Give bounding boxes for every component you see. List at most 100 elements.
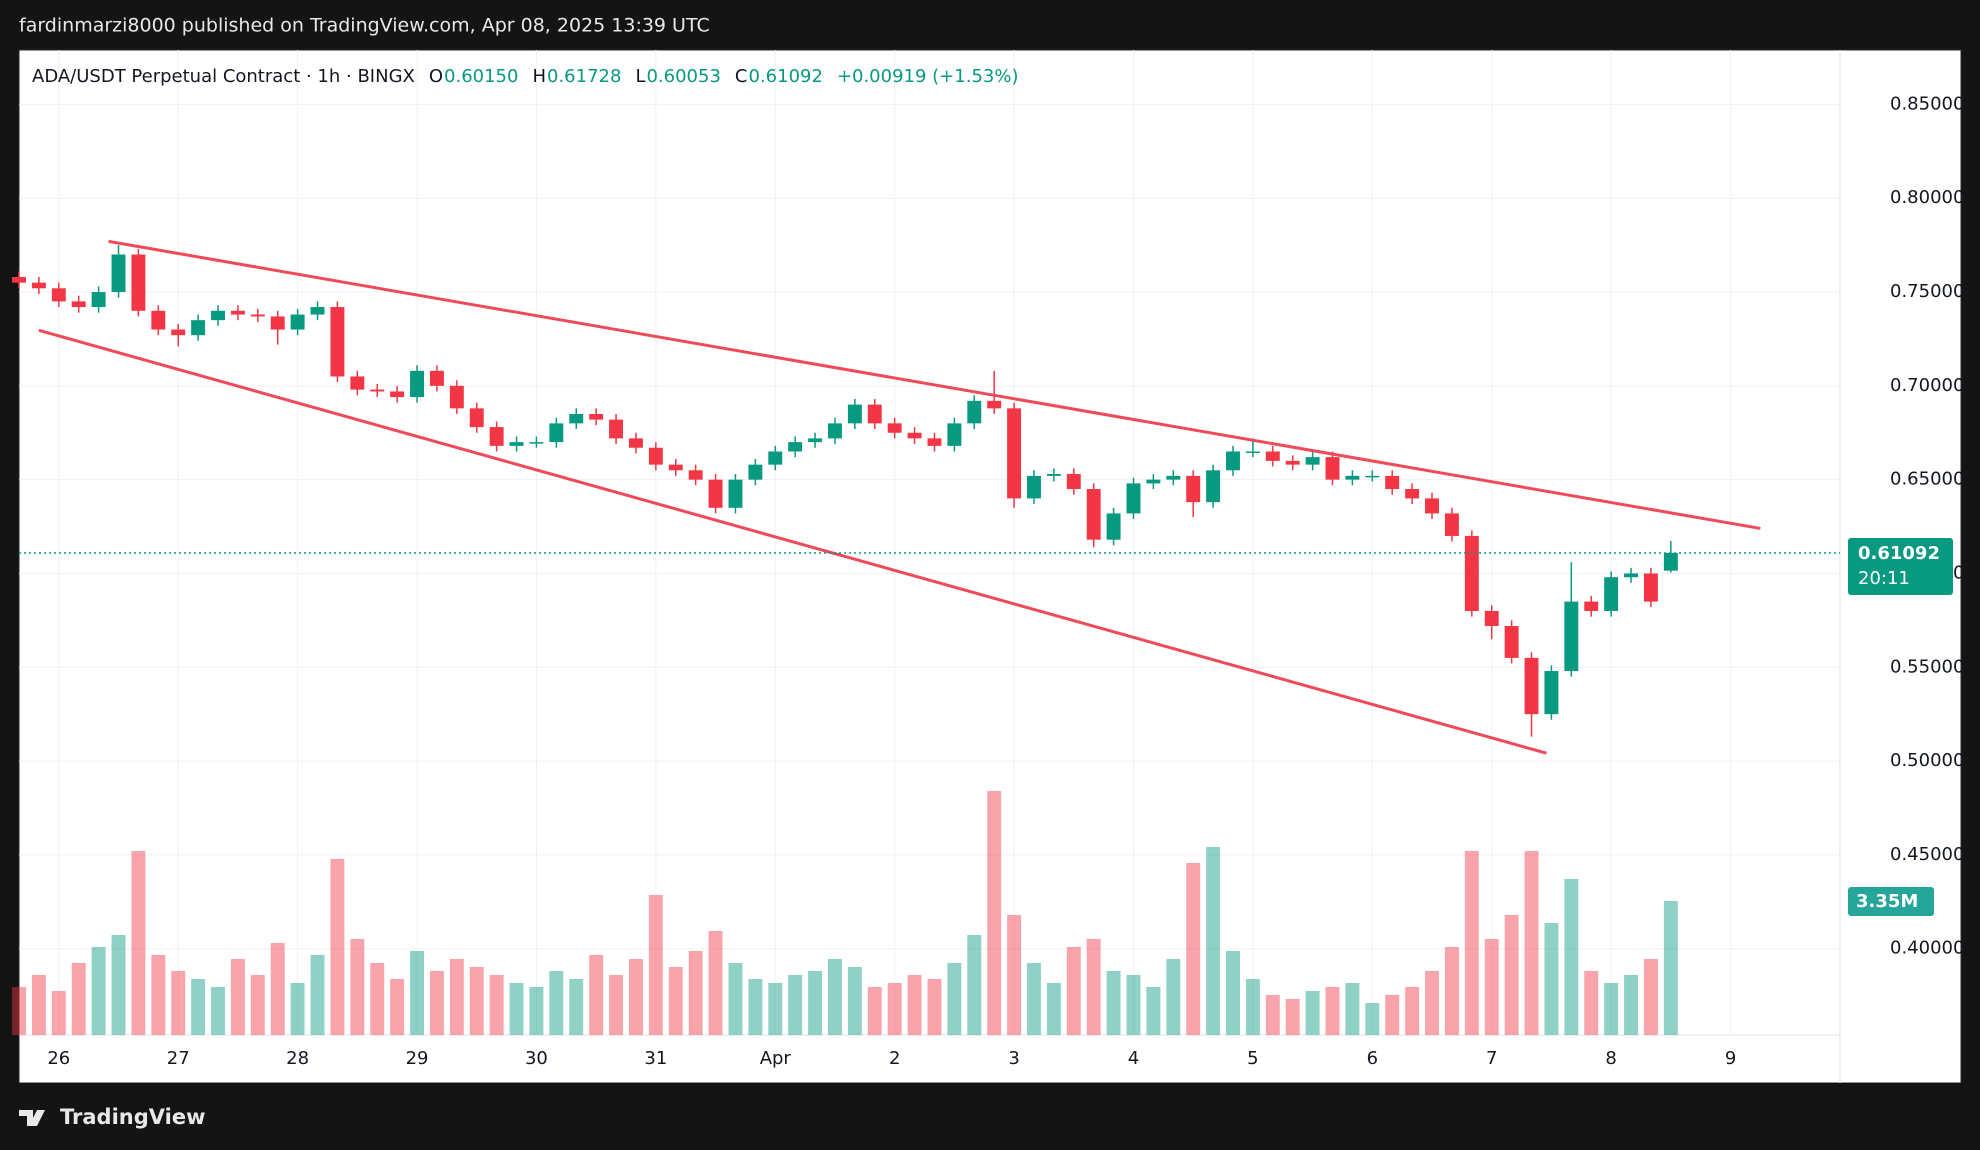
candle-body <box>1086 489 1101 540</box>
volume-bar <box>628 959 643 1035</box>
candle-body <box>1425 498 1439 514</box>
volume-bar <box>1504 915 1519 1035</box>
candle-body <box>1166 475 1181 480</box>
volume-bar <box>270 943 285 1035</box>
x-tick-label: 6 <box>1367 1048 1378 1069</box>
candle-body <box>748 464 763 480</box>
candle-body <box>708 479 723 508</box>
candle-body <box>71 301 86 308</box>
price-badge-label: 0.61092 <box>1858 543 1940 564</box>
legend-c: C <box>735 66 748 87</box>
candle-body <box>887 423 902 433</box>
candle-body <box>1484 610 1499 626</box>
candle-body <box>788 442 803 452</box>
volume-bar <box>1604 983 1619 1035</box>
countdown: 20:11 <box>1858 568 1910 589</box>
candle-body <box>1584 601 1599 611</box>
volume-bar <box>828 959 842 1035</box>
symbol: ADA/USDT Perpetual Contract · 1h · BINGX <box>32 66 415 87</box>
volume-bar <box>609 975 624 1035</box>
volume-bar <box>230 959 245 1035</box>
candle-body <box>370 389 385 392</box>
volume-bar <box>708 931 723 1035</box>
volume-bar <box>648 895 663 1035</box>
volume-bar <box>907 975 922 1035</box>
candle-body <box>987 400 1002 409</box>
candle-body <box>171 329 186 336</box>
candle-body <box>1007 408 1022 499</box>
candle-body <box>250 314 265 317</box>
y-tick-label: 0.85000 <box>1890 93 1964 114</box>
candle-body <box>1066 474 1081 490</box>
candle-body <box>1524 657 1539 715</box>
candle-body <box>330 307 345 377</box>
candle-body <box>1365 475 1380 478</box>
candle-body <box>907 432 922 439</box>
volume-bar <box>429 971 444 1035</box>
volume-bar <box>947 963 962 1035</box>
candle-body <box>549 423 564 443</box>
y-tick-label: 0.40000 <box>1890 938 1964 959</box>
volume-bar <box>250 975 265 1035</box>
volume-bar <box>31 975 46 1035</box>
volume-bar <box>1305 991 1320 1035</box>
volume-bar <box>171 971 186 1035</box>
volume-bar <box>1624 975 1638 1035</box>
candle-body <box>828 423 842 439</box>
volume-bar <box>370 963 385 1035</box>
trend-line <box>38 328 1547 755</box>
x-tick-label: 31 <box>644 1048 667 1069</box>
volume-bar <box>91 947 106 1035</box>
volume-bar <box>1365 1003 1380 1035</box>
candle-body <box>867 404 882 424</box>
volume-bar <box>1226 951 1240 1035</box>
candle-body <box>1504 625 1519 658</box>
candle-body <box>111 254 126 293</box>
volume-bar <box>310 955 325 1035</box>
x-tick-label: 27 <box>167 1048 190 1069</box>
legend-high: 0.61728 <box>547 66 621 87</box>
footer <box>19 1083 1961 1150</box>
volume-bar <box>748 979 763 1035</box>
candle-body <box>1405 489 1420 499</box>
x-tick-label: 30 <box>525 1048 548 1069</box>
candle-body <box>509 442 524 446</box>
volume-bar <box>1007 915 1022 1035</box>
x-tick-label: 2 <box>889 1048 900 1069</box>
volume-bar <box>1425 971 1439 1035</box>
candle-body <box>1046 474 1061 476</box>
volume-bar <box>1126 975 1141 1035</box>
volume-bar <box>1206 847 1221 1035</box>
volume-bar <box>350 939 365 1035</box>
candle-body <box>589 413 604 420</box>
candle-body <box>350 376 365 390</box>
legend-open: 0.60150 <box>444 66 518 87</box>
volume-bar <box>489 975 504 1035</box>
volume-bar <box>1564 879 1579 1035</box>
volume-bar <box>449 959 464 1035</box>
y-tick-label: 0.55000 <box>1890 656 1964 677</box>
candle-body <box>131 254 146 311</box>
candle-body <box>927 438 942 446</box>
volume-bar <box>1066 947 1081 1035</box>
volume-bar <box>509 983 524 1035</box>
volume-bar <box>390 979 405 1035</box>
candle-body <box>768 451 783 465</box>
legend-low: 0.60053 <box>646 66 720 87</box>
volume-bar <box>1265 995 1280 1035</box>
candle-body <box>609 419 624 439</box>
volume-bar <box>1643 959 1658 1035</box>
candle-body <box>1265 451 1280 461</box>
volume-bar <box>151 955 166 1035</box>
legend-o: O <box>429 66 443 87</box>
volume-bar <box>668 967 683 1035</box>
candle-body <box>1544 671 1559 715</box>
candle-body <box>1663 552 1678 571</box>
candle-body <box>967 400 982 424</box>
candle-body <box>290 314 305 330</box>
volume-bar <box>1086 939 1101 1035</box>
volume-bar <box>688 951 703 1035</box>
candle-body <box>469 408 484 428</box>
candle-body <box>1345 475 1360 480</box>
